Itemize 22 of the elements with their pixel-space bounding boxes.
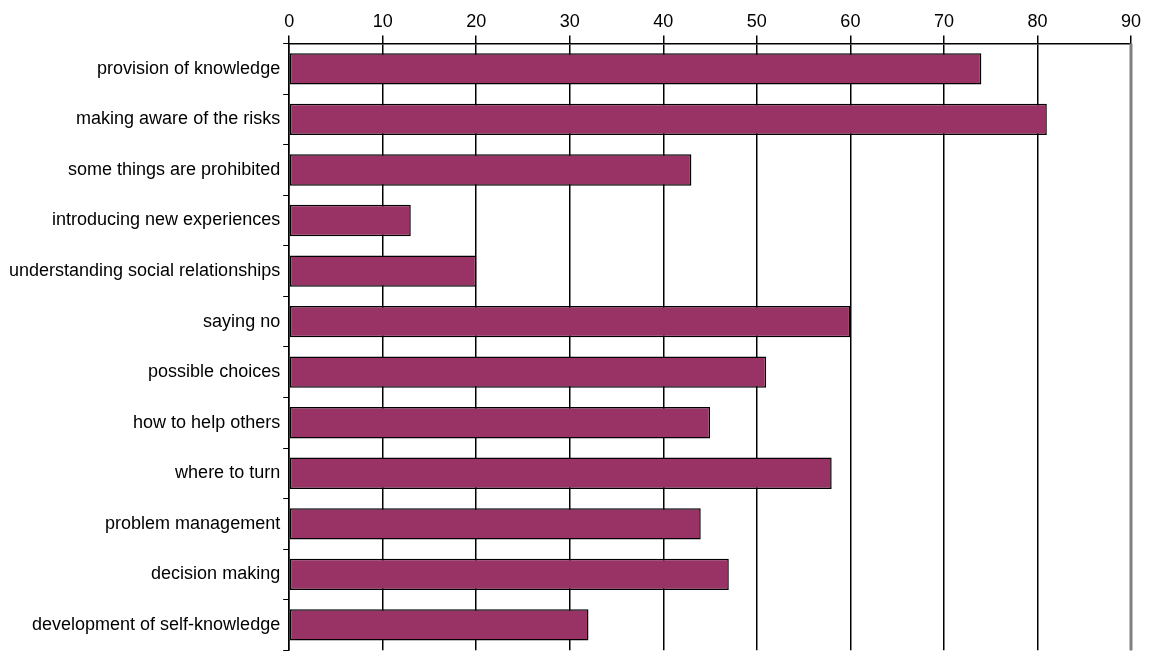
y-tick-label: some things are prohibited [68,158,281,179]
y-tick-label: development of self-knowledge [32,613,281,634]
y-tick-label: introducing new experiences [52,209,281,230]
x-tick-label: 50 [746,10,767,31]
y-tick-label: understanding social relationships [9,260,281,281]
x-tick-label: 40 [653,10,674,31]
x-tick-label: 90 [1120,10,1142,31]
x-tick-label: 70 [933,10,954,31]
y-tick-label: decision making [151,563,281,584]
y-tick-label: how to help others [133,411,281,432]
y-tick-label: saying no [203,310,281,331]
x-tick-label: 0 [284,10,295,31]
y-tick-label: where to turn [174,462,281,483]
x-tick-label: 80 [1027,10,1048,31]
x-tick-label: 60 [840,10,861,31]
x-tick-label: 10 [372,10,393,31]
x-tick-label: 20 [466,10,487,31]
y-tick-label: provision of knowledge [97,57,281,78]
y-tick-label: making aware of the risks [76,108,281,129]
y-tick-label: possible choices [148,361,281,382]
x-tick-label: 30 [559,10,580,31]
y-tick-label: problem management [105,512,281,533]
